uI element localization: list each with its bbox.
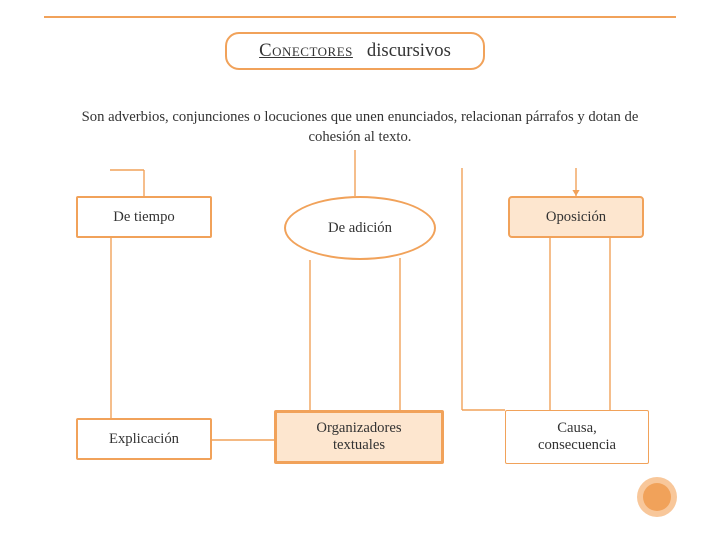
node-de-tiempo: De tiempo xyxy=(76,196,212,238)
top-accent-rule xyxy=(44,16,676,18)
node-explicacion: Explicación xyxy=(76,418,212,460)
title-part1: Conectores xyxy=(259,40,353,61)
node-label: De adición xyxy=(328,220,392,237)
node-label: Causa, consecuencia xyxy=(538,420,616,454)
corner-circle-inner-icon xyxy=(643,483,671,511)
node-organizadores-textuales: Organizadores textuales xyxy=(274,410,444,464)
node-de-adicion: De adición xyxy=(284,196,436,260)
node-label: Oposición xyxy=(546,209,606,226)
diagram-canvas: { "layout": { "width": 720, "height": 54… xyxy=(0,0,720,540)
description-line1: Son adverbios, conjunciones o locuciones… xyxy=(82,109,639,125)
diagram-title: Conectores discursivos xyxy=(225,32,485,70)
diagram-description: Son adverbios, conjunciones o locuciones… xyxy=(60,108,660,148)
node-label: De tiempo xyxy=(113,209,174,226)
node-causa-consecuencia: Causa, consecuencia xyxy=(505,410,649,464)
node-label: Explicación xyxy=(109,431,179,448)
node-oposicion: Oposición xyxy=(508,196,644,238)
node-label-line1: Causa, xyxy=(557,420,596,436)
node-label-line2: textuales xyxy=(333,437,385,453)
title-part2: discursivos xyxy=(367,40,451,61)
node-label: Organizadores textuales xyxy=(316,420,401,454)
node-label-line2: consecuencia xyxy=(538,437,616,453)
description-line2: cohesión al texto. xyxy=(309,129,412,145)
node-label-line1: Organizadores xyxy=(316,420,401,436)
